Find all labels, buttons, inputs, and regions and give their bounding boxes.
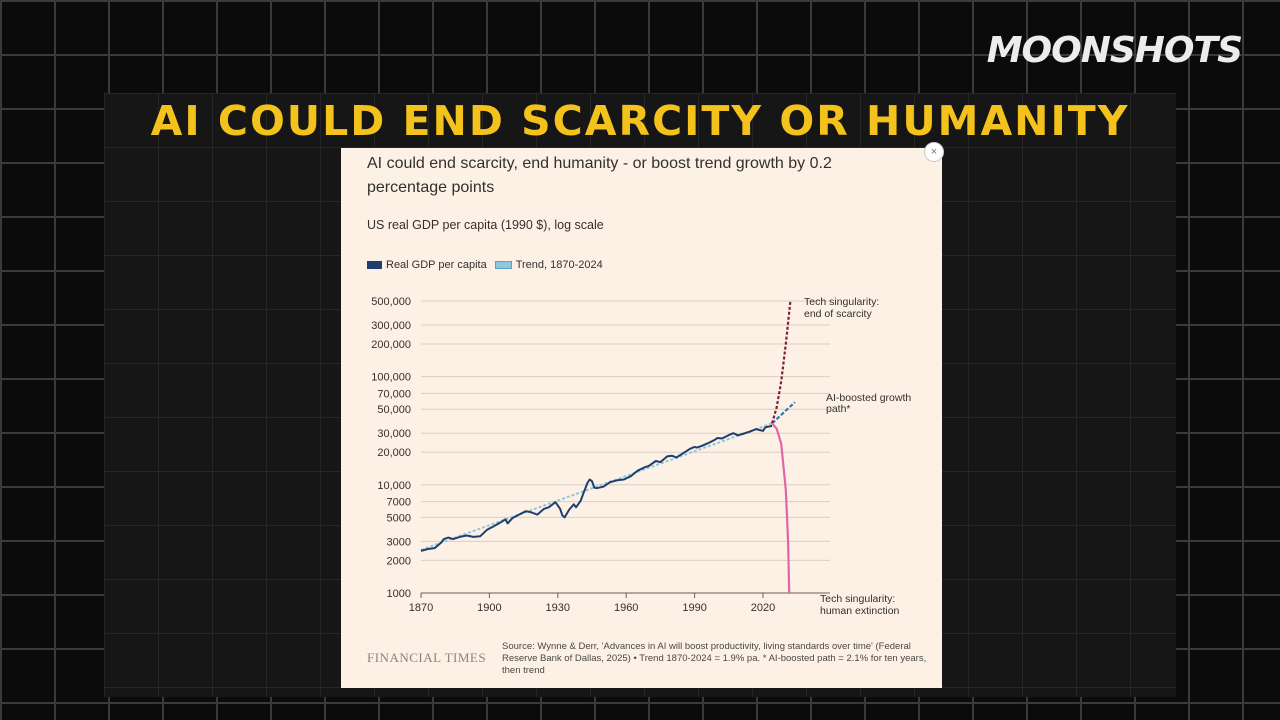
- chart-annotation: Tech singularity:: [804, 296, 879, 308]
- legend-swatch-trend: [494, 261, 512, 269]
- x-tick-label: 1870: [409, 602, 433, 614]
- y-tick-label: 10,000: [377, 480, 411, 492]
- y-tick-label: 3000: [387, 536, 411, 548]
- x-tick-label: 1900: [477, 602, 501, 614]
- x-tick-label: 1990: [682, 602, 706, 614]
- legend-swatch-gdp: [367, 261, 382, 269]
- legend-item-gdp: Real GDP per capita: [367, 259, 487, 271]
- ft-logo: FINANCIAL TIMES: [367, 650, 487, 665]
- chart-card: [341, 148, 942, 688]
- y-tick-label: 50,000: [377, 404, 411, 416]
- series-line-ai-boosted: [771, 401, 796, 425]
- series-line-trend: [420, 422, 773, 551]
- y-tick-label: 7000: [387, 497, 411, 509]
- chart-annotation: AI-boosted growth: [826, 392, 911, 404]
- y-tick-label: 5000: [387, 512, 411, 524]
- y-tick-label: 500,000: [371, 296, 411, 308]
- y-tick-label: 20,000: [377, 447, 411, 459]
- x-tick-label: 1930: [546, 602, 570, 614]
- close-icon[interactable]: ×: [924, 142, 944, 162]
- y-tick-label: 30,000: [377, 428, 411, 440]
- y-tick-label: 100,000: [371, 372, 411, 384]
- series-line-real-gdp: [420, 424, 773, 552]
- chart-subtitle: US real GDP per capita (1990 $), log sca…: [367, 218, 604, 232]
- source-note: Source: Wynne & Derr, 'Advances in AI wi…: [502, 641, 927, 676]
- series-line-end-of-scarcity: [771, 300, 792, 424]
- chart-annotation: Tech singularity:: [820, 593, 895, 605]
- y-tick-label: 70,000: [377, 388, 411, 400]
- legend-label-gdp: Real GDP per capita: [386, 259, 487, 271]
- chart-legend: Real GDP per capita Trend, 1870-2024: [367, 259, 603, 271]
- x-tick-label: 1960: [614, 602, 638, 614]
- chart-annotation: end of scarcity: [804, 308, 872, 320]
- series-line-human-extinction: [771, 422, 791, 594]
- y-tick-label: 2000: [387, 555, 411, 567]
- chart-annotation: path*: [826, 403, 851, 415]
- brand-logo: MOONSHOTS: [986, 30, 1243, 71]
- x-tick-label: 2020: [751, 602, 775, 614]
- y-tick-label: 1000: [387, 588, 411, 600]
- legend-item-trend: Trend, 1870-2024: [494, 259, 603, 271]
- y-tick-label: 200,000: [371, 339, 411, 351]
- chart-annotation: human extinction: [820, 605, 900, 617]
- y-tick-label: 300,000: [371, 320, 411, 332]
- headline: AI COULD END SCARCITY OR HUMANITY: [150, 97, 1130, 145]
- chart-title: AI could end scarcity, end humanity - or…: [367, 155, 832, 196]
- legend-label-trend: Trend, 1870-2024: [515, 259, 603, 271]
